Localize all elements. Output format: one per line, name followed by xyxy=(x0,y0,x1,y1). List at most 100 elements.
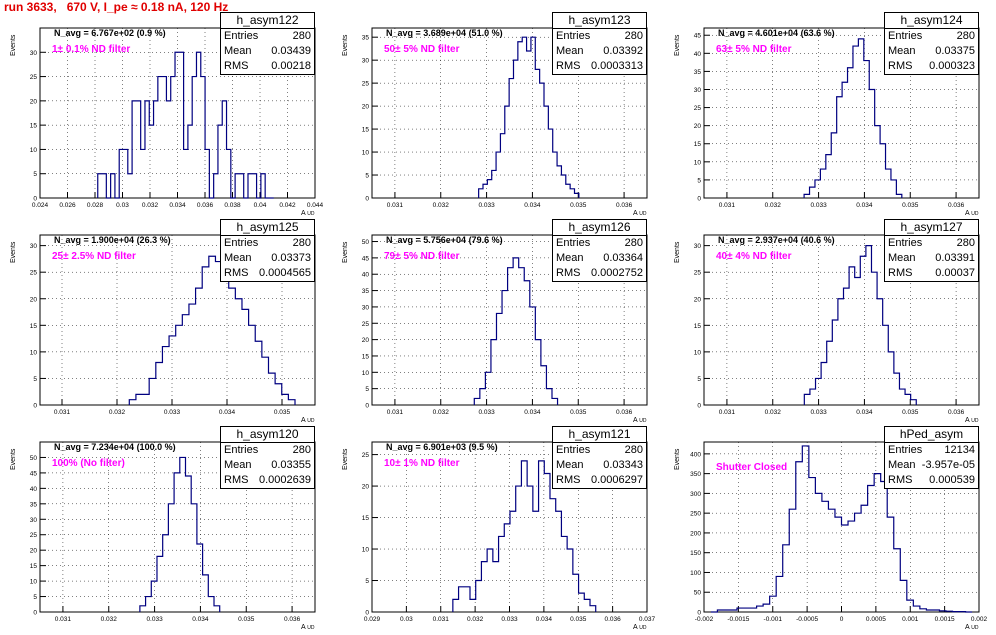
x-tick-label: 0.035 xyxy=(902,409,919,416)
histogram-bin xyxy=(730,610,737,612)
x-tick-label: 0.032 xyxy=(142,202,159,209)
histogram-bin xyxy=(826,155,831,198)
histogram-bin xyxy=(156,363,163,406)
histogram-bin xyxy=(946,611,953,612)
histogram-name: h_asym121 xyxy=(553,427,646,443)
y-tick-label: 0 xyxy=(33,610,37,617)
navg-label: N_avg = 1.900e+04 (26.3 %) xyxy=(54,235,171,245)
histogram-bin xyxy=(848,521,855,612)
stats-row-mean: Mean-3.957e-05 xyxy=(885,458,978,473)
y-tick-label: 5 xyxy=(33,594,37,601)
y-tick-label: 10 xyxy=(362,370,370,377)
stats-key: Mean xyxy=(224,251,252,266)
y-tick-label: 45 xyxy=(30,470,38,477)
x-axis-label: A UD xyxy=(633,417,646,424)
histogram-bin xyxy=(567,549,573,612)
y-tick-label: 50 xyxy=(362,239,370,246)
histogram-bin xyxy=(548,129,552,198)
histogram-bin xyxy=(750,608,757,612)
histogram-bin xyxy=(590,606,596,612)
page-title: run 3633, 670 V, I_pe ≈ 0.18 nA, 120 Hz xyxy=(4,0,228,14)
x-tick-label: 0.036 xyxy=(948,409,965,416)
histogram-bin xyxy=(111,174,115,198)
histogram-bin xyxy=(871,272,877,405)
stats-key: Entries xyxy=(888,443,922,458)
histogram-bin xyxy=(527,51,531,198)
histogram-bin xyxy=(757,606,764,612)
histogram-bin xyxy=(913,606,920,612)
histogram-bin xyxy=(145,101,149,198)
y-axis-label: Events xyxy=(10,242,17,263)
y-tick-label: 20 xyxy=(30,296,38,303)
x-tick-label: 0.032 xyxy=(433,202,450,209)
histogram-bin xyxy=(136,394,143,405)
histogram-bin xyxy=(203,575,209,612)
histogram-bin xyxy=(214,606,220,612)
histogram-bin xyxy=(810,187,815,198)
histogram-bin xyxy=(821,363,827,406)
histogram-bin xyxy=(881,482,888,612)
filter-label: 10± 1% ND filter xyxy=(384,458,460,469)
histogram-bin xyxy=(275,384,282,405)
x-tick-label: 0.031 xyxy=(54,409,71,416)
histogram-bin xyxy=(175,52,179,198)
histogram-bin xyxy=(861,505,868,612)
histogram-bin xyxy=(180,457,186,612)
x-tick-label: 0.034 xyxy=(856,409,873,416)
histogram-bin xyxy=(179,52,183,198)
histogram-bin xyxy=(848,68,853,198)
histogram-bin xyxy=(804,394,810,405)
stats-key: Mean xyxy=(556,44,584,59)
y-tick-label: 40 xyxy=(694,51,702,58)
histogram-bin xyxy=(822,501,829,612)
histogram-bin xyxy=(539,461,545,612)
histogram-name: h_asym124 xyxy=(885,13,978,29)
navg-label: N_avg = 6.767e+02 (0.9 %) xyxy=(54,28,166,38)
histogram-bin xyxy=(900,580,907,612)
histogram-bin xyxy=(744,608,751,612)
x-tick-label: 0.035 xyxy=(570,202,587,209)
histogram-bin xyxy=(550,499,556,612)
histogram-bin xyxy=(492,170,496,198)
y-tick-label: 15 xyxy=(362,127,370,134)
y-tick-label: 5 xyxy=(33,376,37,383)
histogram-bin xyxy=(509,79,513,198)
histogram-bin xyxy=(128,174,132,198)
histogram-bin xyxy=(815,180,820,198)
histogram-bin xyxy=(888,352,894,405)
histogram-bin xyxy=(527,486,533,612)
stats-value: 280 xyxy=(293,443,311,458)
histogram-bin xyxy=(119,149,123,198)
x-tick-label: 0.04 xyxy=(254,202,267,209)
histogram-bin xyxy=(796,462,803,612)
x-tick-label: 0.036 xyxy=(616,202,633,209)
histogram-bin xyxy=(544,106,548,198)
histogram-bin xyxy=(891,180,896,198)
histogram-bin xyxy=(169,336,176,405)
x-tick-label: 0.032 xyxy=(433,409,450,416)
histogram-bin xyxy=(877,299,883,405)
histogram-bin xyxy=(868,485,875,612)
histogram-bin xyxy=(124,149,128,198)
histogram-bin xyxy=(524,281,530,405)
y-tick-label: 35 xyxy=(362,288,370,295)
histogram-bin xyxy=(196,52,200,198)
stats-value: 0.000323 xyxy=(929,59,975,74)
histogram-bin xyxy=(899,389,905,405)
stats-key: RMS xyxy=(888,473,912,488)
y-axis-label: Events xyxy=(674,242,681,263)
y-tick-label: 35 xyxy=(694,69,702,76)
histogram-bin xyxy=(151,581,157,612)
stats-key: Mean xyxy=(888,44,916,59)
y-tick-label: 20 xyxy=(362,484,370,491)
histogram-bin xyxy=(518,42,522,198)
histogram-bin xyxy=(842,525,849,612)
histogram-bin xyxy=(493,562,499,612)
histogram-bin xyxy=(102,174,106,198)
histogram-bin xyxy=(835,517,842,612)
y-tick-label: 25 xyxy=(694,105,702,112)
